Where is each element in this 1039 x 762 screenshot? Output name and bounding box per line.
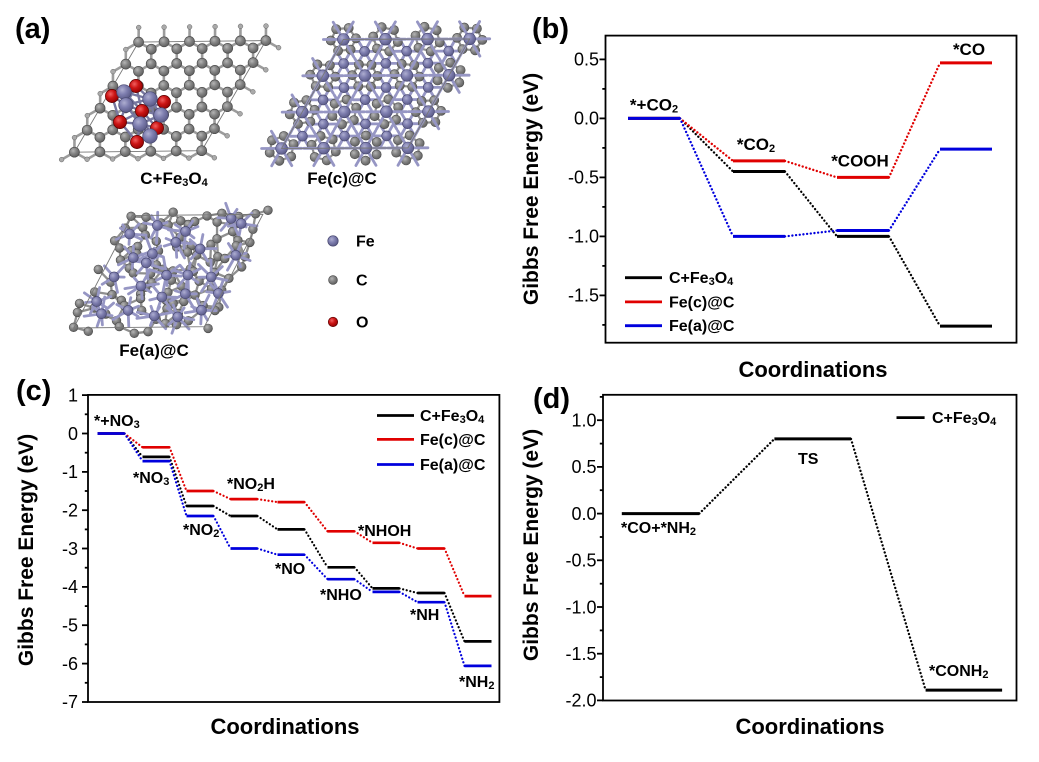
svg-text:-0.5: -0.5 <box>565 551 596 571</box>
svg-text:(d): (d) <box>533 383 570 415</box>
svg-text:*NO: *NO <box>275 561 305 578</box>
svg-text:Coordinations: Coordinations <box>738 357 887 382</box>
svg-text:*CO+*NH2: *CO+*NH2 <box>621 520 696 538</box>
svg-text:C+Fe3O4: C+Fe3O4 <box>420 408 485 426</box>
svg-text:(b): (b) <box>532 13 569 45</box>
svg-text:Gibbs Free Energy (eV): Gibbs Free Energy (eV) <box>520 73 543 305</box>
svg-text:Fe(c)@C: Fe(c)@C <box>307 169 376 188</box>
svg-text:C+Fe3O4: C+Fe3O4 <box>140 169 208 189</box>
svg-text:*NHO: *NHO <box>320 587 362 604</box>
svg-text:*NH: *NH <box>410 607 439 624</box>
svg-text:-2: -2 <box>62 501 78 521</box>
svg-text:Fe(c)@C: Fe(c)@C <box>420 432 486 449</box>
svg-text:-6: -6 <box>62 654 78 674</box>
svg-text:0.0: 0.0 <box>571 504 596 524</box>
svg-text:0.0: 0.0 <box>574 109 599 129</box>
svg-text:C+Fe3O4: C+Fe3O4 <box>932 410 997 428</box>
svg-text:1.0: 1.0 <box>571 411 596 431</box>
svg-text:*NHOH: *NHOH <box>358 523 411 540</box>
svg-text:TS: TS <box>798 451 819 468</box>
svg-text:-1: -1 <box>62 462 78 482</box>
svg-text:*CONH2: *CONH2 <box>929 663 988 681</box>
svg-text:-1.5: -1.5 <box>565 644 596 664</box>
svg-text:0: 0 <box>68 424 78 444</box>
svg-text:-5: -5 <box>62 616 78 636</box>
svg-text:*NO2H: *NO2H <box>227 476 275 494</box>
svg-text:-1.5: -1.5 <box>568 286 599 306</box>
svg-text:-7: -7 <box>62 692 78 712</box>
svg-text:Fe(a)@C: Fe(a)@C <box>669 318 735 335</box>
svg-text:-3: -3 <box>62 539 78 559</box>
svg-text:0.5: 0.5 <box>571 457 596 477</box>
svg-text:1: 1 <box>68 385 78 405</box>
svg-text:Coordinations: Coordinations <box>735 714 884 739</box>
svg-text:Gibbs Free Energy (eV): Gibbs Free Energy (eV) <box>15 434 38 666</box>
svg-text:(a): (a) <box>15 13 50 45</box>
svg-text:Gibbs Free Energy (eV): Gibbs Free Energy (eV) <box>520 429 543 661</box>
svg-text:Fe(c)@C: Fe(c)@C <box>669 294 735 311</box>
svg-text:-1.0: -1.0 <box>568 227 599 247</box>
svg-text:0.5: 0.5 <box>574 50 599 70</box>
svg-text:-4: -4 <box>62 577 78 597</box>
svg-text:-1.0: -1.0 <box>565 597 596 617</box>
svg-text:O: O <box>356 314 368 331</box>
svg-text:*+CO2: *+CO2 <box>630 96 678 116</box>
svg-text:*+NO3: *+NO3 <box>94 413 140 431</box>
svg-text:*COOH: *COOH <box>831 152 889 171</box>
svg-text:*CO: *CO <box>953 40 985 59</box>
svg-text:Fe: Fe <box>356 233 375 250</box>
svg-text:Coordinations: Coordinations <box>210 714 359 739</box>
svg-text:(c): (c) <box>16 375 51 407</box>
svg-text:-2.0: -2.0 <box>565 691 596 711</box>
svg-text:Fe(a)@C: Fe(a)@C <box>420 457 486 474</box>
svg-text:Fe(a)@C: Fe(a)@C <box>119 341 188 360</box>
svg-text:-0.5: -0.5 <box>568 168 599 188</box>
svg-text:C+Fe3O4: C+Fe3O4 <box>669 270 734 288</box>
svg-text:C: C <box>356 273 368 290</box>
